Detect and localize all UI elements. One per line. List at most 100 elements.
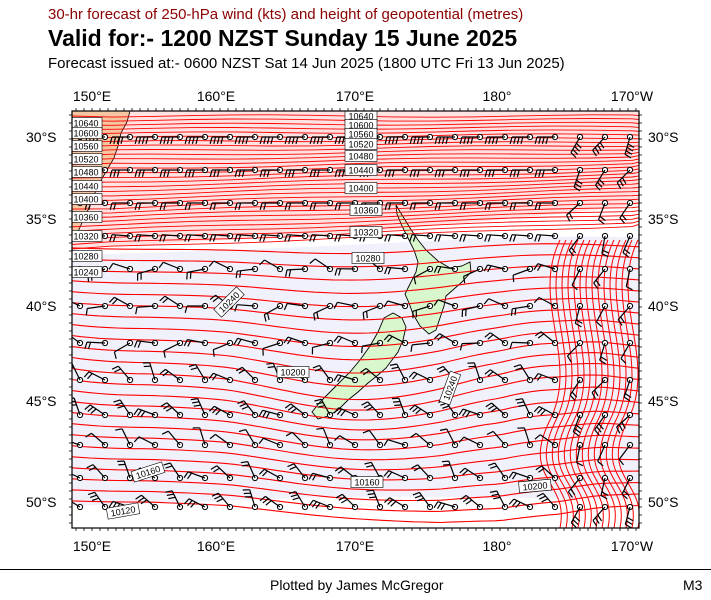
svg-text:10480: 10480 xyxy=(73,167,98,177)
svg-text:10320: 10320 xyxy=(353,227,378,237)
wind-barb xyxy=(572,411,584,437)
wind-barb xyxy=(287,463,309,482)
wind-barb xyxy=(242,489,259,511)
wind-barb xyxy=(618,441,634,466)
svg-text:10200: 10200 xyxy=(522,480,548,492)
wind-barb xyxy=(309,232,334,242)
wind-barb xyxy=(184,199,209,210)
contour-label: 10400 xyxy=(344,182,378,194)
wind-barb xyxy=(411,464,434,482)
wind-barb xyxy=(72,397,84,419)
wind-barb xyxy=(117,460,134,482)
wind-barb xyxy=(508,498,534,511)
wind-barb xyxy=(184,232,209,242)
wind-barb xyxy=(308,472,334,482)
svg-text:10440: 10440 xyxy=(73,181,98,191)
lon-label-top: 170°W xyxy=(610,88,654,104)
contour-label: 10520 xyxy=(344,138,378,150)
wind-barb xyxy=(113,339,134,359)
svg-text:10280: 10280 xyxy=(73,251,98,261)
geopotential-contour xyxy=(72,206,639,228)
wind-barb xyxy=(534,232,559,242)
wind-barb xyxy=(209,232,234,242)
wind-barb xyxy=(188,364,209,384)
wind-barb xyxy=(389,363,409,384)
wind-barb xyxy=(484,232,509,242)
contour-label: 10320 xyxy=(349,226,383,238)
contour-label: 10640 xyxy=(72,117,103,129)
svg-text:10320: 10320 xyxy=(73,231,98,241)
wind-barb xyxy=(210,465,234,482)
valid-time-title: Valid for:- 1200 NZST Sunday 15 June 202… xyxy=(48,25,518,51)
wind-barb xyxy=(308,499,334,511)
wind-barb xyxy=(333,335,359,347)
geopotential-contour xyxy=(539,239,562,528)
wind-barb xyxy=(594,166,609,191)
wind-barb xyxy=(459,339,484,351)
wind-barb xyxy=(184,302,209,313)
wind-barb xyxy=(384,265,409,275)
wind-barb xyxy=(284,133,309,144)
wind-barb xyxy=(459,133,484,144)
wind-barb xyxy=(333,301,359,310)
wind-barb xyxy=(259,495,284,511)
wind-barb xyxy=(133,408,159,419)
geopotential-contour xyxy=(72,467,639,491)
wind-barb xyxy=(592,503,609,527)
wind-barb xyxy=(459,232,484,242)
contour-label: 10320 xyxy=(72,230,103,242)
lat-label-left: 35°S xyxy=(26,211,57,227)
wind-barb xyxy=(284,403,309,419)
wind-barb xyxy=(159,133,184,144)
wind-barb xyxy=(309,133,334,144)
wind-barb xyxy=(409,404,434,419)
svg-text:10120: 10120 xyxy=(110,504,136,518)
geopotential-contour xyxy=(72,422,639,451)
wind-barb xyxy=(108,262,134,273)
wind-barb xyxy=(211,492,234,511)
wind-barb xyxy=(617,302,634,326)
wind-barb xyxy=(362,429,384,449)
wind-barb xyxy=(238,429,259,449)
geopotential-contour xyxy=(593,239,616,528)
wind-barb xyxy=(212,339,234,357)
wind-barb xyxy=(441,460,459,482)
wind-barb xyxy=(86,464,109,482)
wind-barb xyxy=(624,503,634,528)
wind-barb xyxy=(433,501,459,511)
wind-barb xyxy=(134,199,159,210)
wind-barb xyxy=(601,232,610,258)
wind-barb xyxy=(237,400,259,419)
geopotential-contour xyxy=(72,434,639,461)
wind-barb xyxy=(591,376,609,399)
wind-barb xyxy=(186,265,209,280)
wind-barb xyxy=(183,498,209,511)
wind-barb xyxy=(284,199,309,210)
wind-barb xyxy=(240,461,259,482)
wind-barb xyxy=(361,339,384,354)
wind-barb xyxy=(383,470,409,482)
geopotential-contour xyxy=(72,330,639,361)
wind-barb xyxy=(616,166,634,190)
wind-barb xyxy=(316,427,334,449)
wind-barb xyxy=(413,265,434,285)
wind-barb xyxy=(87,491,109,511)
wind-barb xyxy=(592,133,609,157)
wind-barb xyxy=(72,363,84,384)
wind-barb xyxy=(263,302,284,322)
wind-barb xyxy=(486,430,509,449)
wind-barb xyxy=(72,473,84,482)
wind-barb xyxy=(484,369,509,384)
lat-label-right: 35°S xyxy=(648,211,679,227)
wind-barb xyxy=(311,339,334,355)
wind-barb xyxy=(463,265,484,284)
wind-barb xyxy=(262,339,284,356)
chart-subtitle: 30-hr forecast of 250-hPa wind (kts) and… xyxy=(48,6,524,23)
wind-barb xyxy=(259,133,284,144)
wind-barb xyxy=(234,302,259,312)
wind-barb xyxy=(412,491,434,511)
wind-barb xyxy=(84,404,109,419)
wind-barb xyxy=(134,166,159,177)
geopotential-contour xyxy=(72,319,639,348)
wind-barb xyxy=(488,462,509,482)
